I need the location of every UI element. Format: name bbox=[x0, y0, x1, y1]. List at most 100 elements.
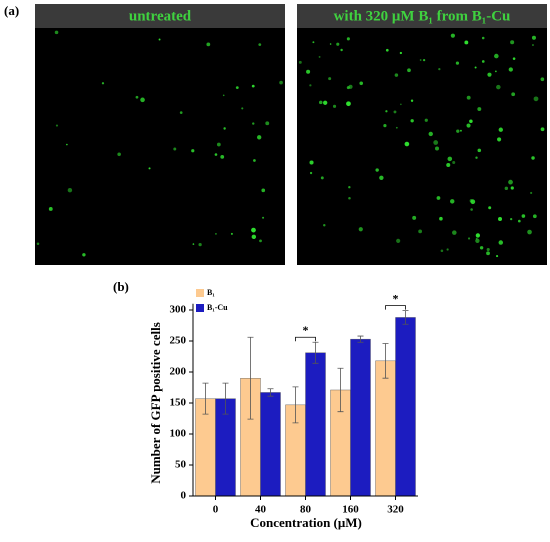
cell bbox=[318, 55, 321, 58]
error-bar bbox=[222, 382, 229, 415]
cell bbox=[262, 216, 265, 219]
cell bbox=[475, 156, 478, 159]
cell bbox=[404, 141, 410, 147]
cell bbox=[241, 107, 244, 110]
cells bbox=[36, 30, 545, 258]
cell bbox=[469, 198, 474, 203]
cell bbox=[466, 95, 471, 100]
cell bbox=[379, 175, 384, 181]
cell bbox=[359, 81, 364, 86]
cell bbox=[66, 143, 68, 146]
cell bbox=[487, 72, 492, 77]
y-tick-label: 100 bbox=[170, 428, 187, 440]
cell bbox=[348, 197, 351, 200]
cell bbox=[395, 126, 398, 129]
cell bbox=[258, 43, 262, 47]
cell bbox=[230, 232, 233, 235]
significance-bracket bbox=[385, 305, 406, 310]
cell bbox=[36, 242, 40, 246]
error-bar bbox=[247, 336, 254, 420]
cell bbox=[532, 214, 537, 219]
micrograph bbox=[35, 4, 285, 265]
cell bbox=[440, 249, 444, 253]
cell bbox=[298, 60, 302, 64]
cell bbox=[504, 186, 509, 191]
cell bbox=[474, 66, 477, 69]
cell bbox=[467, 237, 471, 240]
cell bbox=[464, 40, 469, 45]
cell bbox=[117, 152, 121, 157]
y-tick-label: 50 bbox=[175, 459, 187, 471]
x-tick-label: 0 bbox=[213, 504, 219, 516]
cell bbox=[135, 95, 139, 99]
cell bbox=[54, 30, 59, 35]
cell bbox=[497, 137, 502, 142]
cell bbox=[486, 247, 490, 252]
legend-swatch bbox=[196, 304, 204, 312]
cell bbox=[508, 179, 513, 185]
cell bbox=[412, 215, 417, 220]
cell bbox=[214, 153, 218, 156]
cell bbox=[446, 162, 451, 167]
cell bbox=[418, 229, 423, 234]
error-bar bbox=[382, 343, 389, 379]
cell bbox=[436, 196, 441, 200]
micrograph bbox=[297, 4, 547, 265]
cell bbox=[346, 101, 351, 107]
cell bbox=[452, 161, 456, 165]
cell bbox=[511, 92, 516, 97]
y-tick-label: 200 bbox=[170, 366, 187, 378]
cell bbox=[206, 42, 211, 47]
cell bbox=[158, 38, 161, 41]
cell bbox=[498, 216, 503, 222]
x-axis-title: Concentration (μM) bbox=[250, 515, 362, 530]
cell bbox=[251, 227, 256, 233]
x-tick-label: 160 bbox=[342, 504, 359, 516]
cell bbox=[469, 119, 473, 124]
image-title: untreated bbox=[129, 8, 192, 24]
cell bbox=[251, 234, 257, 240]
image-title: with 320 μM B₁ from B₁-Cu bbox=[334, 8, 511, 24]
bar bbox=[395, 317, 416, 497]
bar bbox=[260, 392, 281, 497]
cell bbox=[320, 176, 324, 180]
panel-label: (a) bbox=[4, 3, 19, 18]
cell bbox=[481, 60, 485, 63]
cell bbox=[323, 100, 328, 105]
cell bbox=[508, 67, 513, 72]
cell bbox=[422, 58, 426, 62]
bar bbox=[375, 360, 396, 497]
cell bbox=[460, 129, 462, 132]
cell bbox=[67, 187, 73, 193]
cell bbox=[329, 43, 332, 45]
significance-bracket bbox=[295, 336, 316, 342]
cell bbox=[479, 246, 484, 250]
cell bbox=[510, 217, 513, 221]
cell bbox=[191, 149, 195, 153]
cell bbox=[179, 111, 183, 114]
title-bar bbox=[297, 4, 547, 28]
cell bbox=[328, 77, 332, 81]
cell bbox=[510, 186, 514, 190]
error-bar bbox=[202, 382, 209, 415]
cell bbox=[494, 70, 497, 73]
x-tick-label: 80 bbox=[300, 504, 312, 516]
cell bbox=[424, 118, 428, 122]
cell bbox=[481, 36, 485, 40]
y-tick-label: 150 bbox=[170, 397, 187, 409]
cell bbox=[223, 127, 226, 130]
cell bbox=[235, 86, 239, 90]
cell bbox=[393, 110, 397, 114]
cell bbox=[309, 84, 312, 87]
cell bbox=[419, 59, 422, 61]
cell bbox=[447, 156, 453, 162]
cell bbox=[450, 199, 455, 204]
cell bbox=[348, 186, 351, 189]
cell bbox=[540, 127, 545, 132]
cell bbox=[253, 159, 256, 162]
cell bbox=[252, 122, 255, 125]
cell bbox=[410, 99, 414, 102]
cell bbox=[306, 69, 311, 74]
cell bbox=[439, 216, 443, 221]
